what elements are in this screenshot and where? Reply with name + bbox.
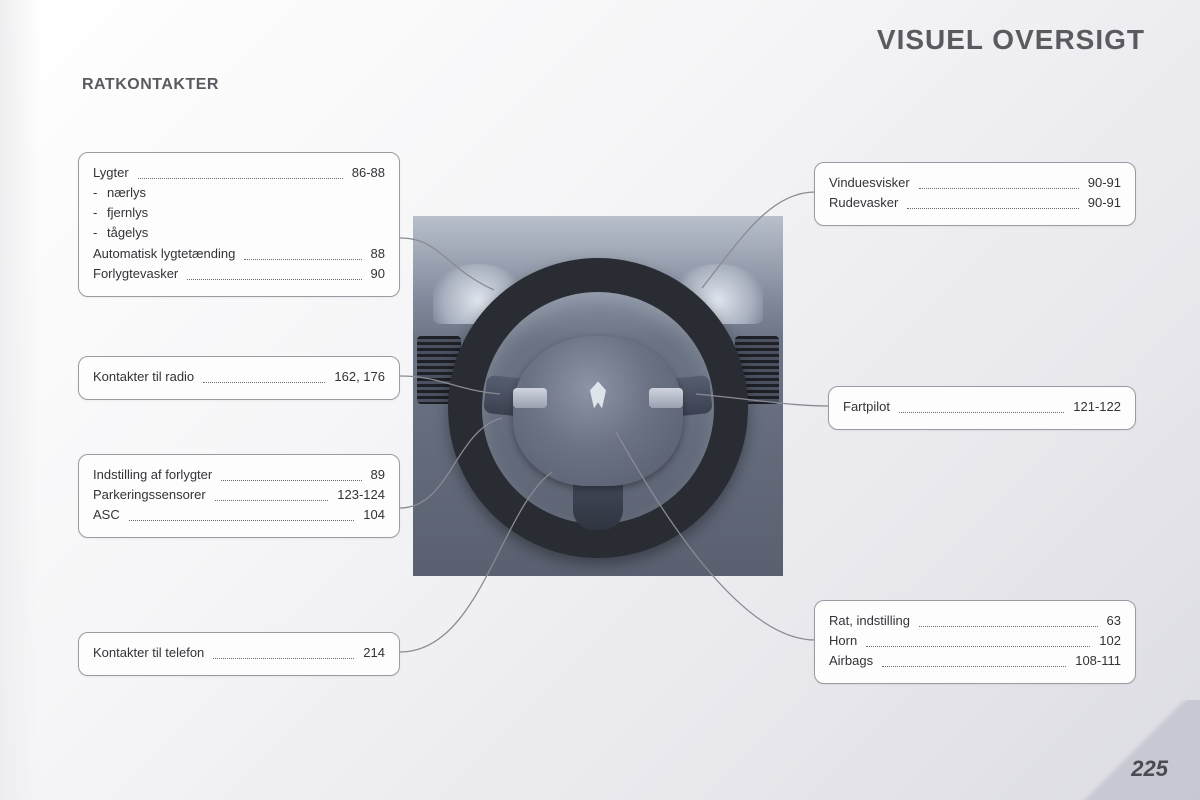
callout-wiper: Vinduesvisker 90-91 Rudevasker 90-91 [814,162,1136,226]
callout-cruise: Fartpilot 121-122 [828,386,1136,430]
label: Kontakter til radio [93,367,194,387]
page-number: 225 [1131,756,1168,782]
subitem: fjernlys [93,203,385,223]
callout-phone: Kontakter til telefon 214 [78,632,400,676]
subitem: nærlys [93,183,385,203]
label: ASC [93,505,120,525]
corner-accent [1070,700,1200,800]
callout-headlamp: Indstilling af forlygter89 Parkeringssen… [78,454,400,538]
label: Rudevasker [829,193,898,213]
pages: 90-91 [1088,193,1121,213]
section-title: RATKONTAKTER [82,76,219,94]
label: Vinduesvisker [829,173,910,193]
page-fold-shadow [0,0,40,800]
pages: 108-111 [1075,651,1121,671]
pages: 214 [363,643,385,663]
label: Indstilling af forlygter [93,465,212,485]
label: Airbags [829,651,873,671]
pages: 90 [371,264,385,284]
pages: 121-122 [1073,397,1121,417]
pages: 63 [1107,611,1121,631]
pages: 88 [371,244,385,264]
pages: 90-91 [1088,173,1121,193]
peugeot-logo-icon [586,380,610,410]
pages: 162, 176 [334,367,385,387]
callout-wheel: Rat, indstilling63 Horn102 Airbags108-11… [814,600,1136,684]
label: Horn [829,631,857,651]
pages: 102 [1099,631,1121,651]
steering-wheel-illustration [413,216,783,576]
label: Forlygtevasker [93,264,178,284]
pages: 86-88 [352,163,385,183]
page-title: VISUEL OVERSIGT [877,24,1145,56]
pages: 104 [363,505,385,525]
label: Lygter [93,163,129,183]
callout-radio: Kontakter til radio 162, 176 [78,356,400,400]
label: Fartpilot [843,397,890,417]
pages: 89 [371,465,385,485]
label: Kontakter til telefon [93,643,204,663]
callout-lights: Lygter86-88 nærlys fjernlys tågelys Auto… [78,152,400,297]
